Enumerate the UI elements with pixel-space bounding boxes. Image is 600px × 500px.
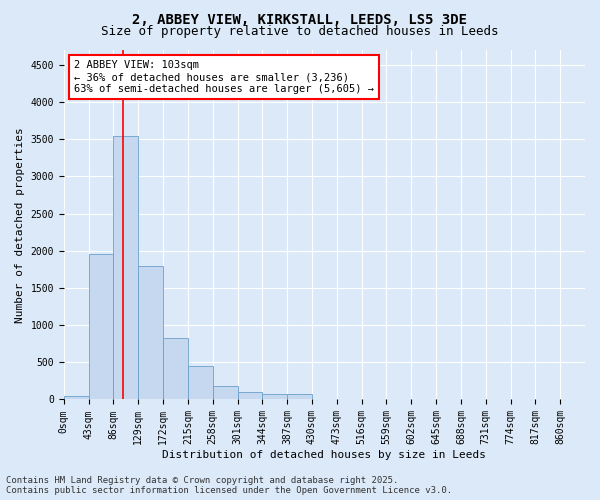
Bar [188,366,212,400]
Y-axis label: Number of detached properties: Number of detached properties [15,127,25,322]
Bar [163,338,188,400]
Bar [212,386,238,400]
Bar [138,266,163,400]
X-axis label: Distribution of detached houses by size in Leeds: Distribution of detached houses by size … [163,450,487,460]
Text: 2 ABBEY VIEW: 103sqm
← 36% of detached houses are smaller (3,236)
63% of semi-de: 2 ABBEY VIEW: 103sqm ← 36% of detached h… [74,60,374,94]
Bar [238,392,262,400]
Text: 2, ABBEY VIEW, KIRKSTALL, LEEDS, LS5 3DE: 2, ABBEY VIEW, KIRKSTALL, LEEDS, LS5 3DE [133,12,467,26]
Bar [113,136,138,400]
Bar [89,254,113,400]
Text: Contains HM Land Registry data © Crown copyright and database right 2025.
Contai: Contains HM Land Registry data © Crown c… [6,476,452,495]
Text: Size of property relative to detached houses in Leeds: Size of property relative to detached ho… [101,25,499,38]
Bar [262,394,287,400]
Bar [287,394,312,400]
Bar [64,396,89,400]
